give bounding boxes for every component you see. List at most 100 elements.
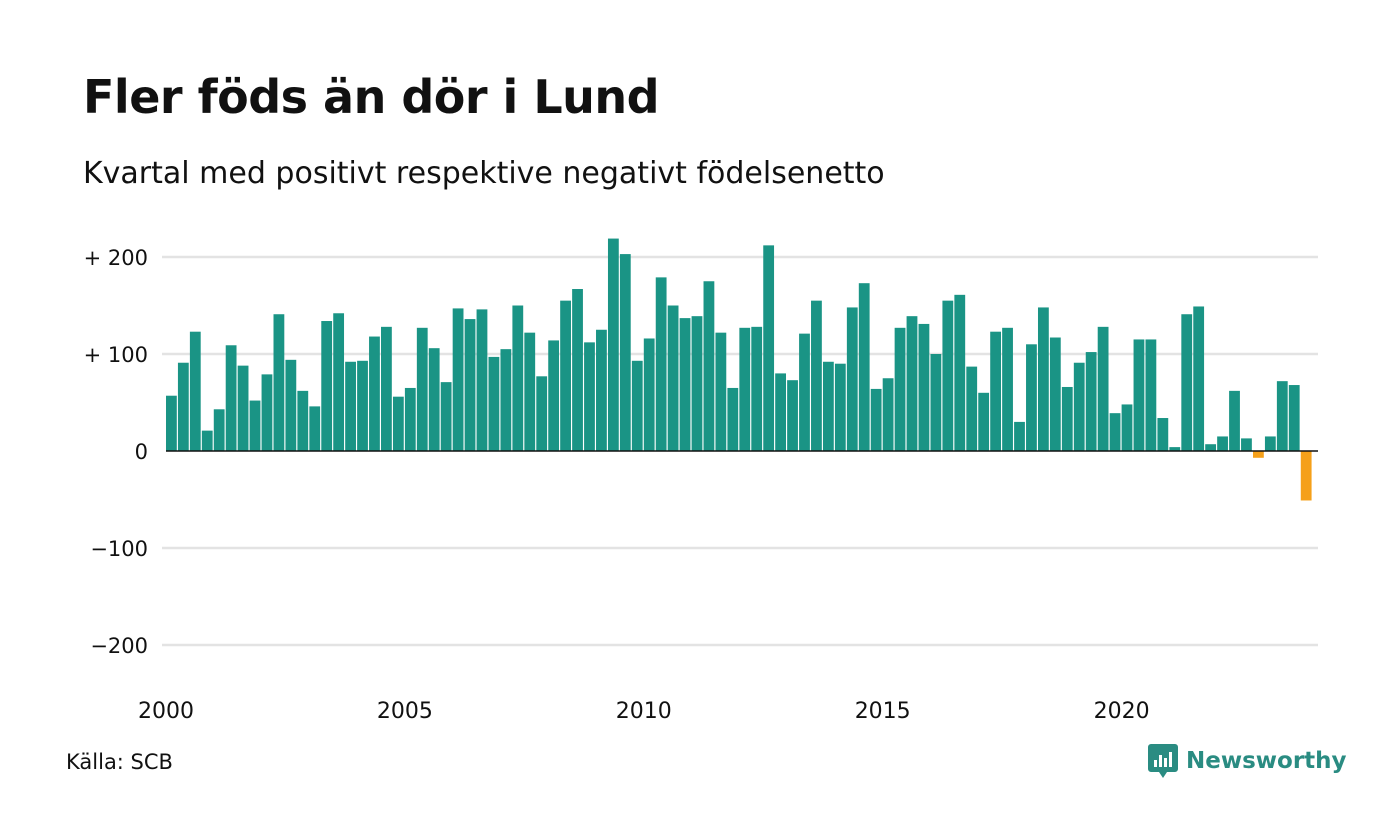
bar: [273, 314, 285, 451]
bar: [930, 354, 942, 451]
bar: [954, 294, 966, 451]
x-tick-label: 2000: [138, 699, 194, 724]
bar: [1121, 404, 1133, 451]
bar: [584, 342, 595, 451]
bar: [739, 327, 751, 451]
bar: [1109, 413, 1121, 451]
bar: [309, 406, 321, 451]
bar: [333, 313, 345, 451]
bar: [1085, 352, 1097, 451]
x-tick-label: 2010: [616, 699, 672, 724]
bar: [894, 327, 906, 451]
bar: [1133, 339, 1145, 451]
brand-name: Newsworthy: [1186, 748, 1347, 774]
bar: [1300, 451, 1312, 501]
bar: [548, 340, 560, 451]
bar: [1026, 344, 1037, 451]
bar: [452, 308, 464, 451]
newsworthy-logo-icon: [1148, 744, 1178, 778]
chart-title: Fler föds än dör i Lund: [83, 70, 660, 124]
bar: [846, 307, 858, 451]
bar: [691, 316, 703, 451]
x-axis-labels: 2000 2005 2010 2015 2020: [138, 699, 1150, 724]
bar: [906, 316, 918, 451]
bar: [822, 361, 834, 451]
bar: [392, 396, 404, 451]
bar: [990, 331, 1002, 451]
y-tick-label: −100: [90, 537, 148, 561]
bar: [1205, 444, 1217, 451]
bar: [1193, 306, 1205, 451]
bar: [679, 318, 691, 451]
bar: [1241, 438, 1252, 451]
bar: [1014, 421, 1025, 451]
bar: [607, 238, 619, 451]
bar: [1276, 381, 1288, 451]
bar: [1073, 362, 1085, 451]
x-tick-label: 2005: [377, 699, 433, 724]
bar: [799, 333, 810, 451]
bar: [297, 390, 309, 451]
bar: [1217, 436, 1228, 451]
bar: [1264, 436, 1276, 451]
bar: [213, 409, 225, 451]
bar: [1169, 447, 1181, 451]
bar: [166, 395, 177, 451]
bar: [834, 363, 846, 451]
bar: [189, 331, 201, 451]
bar: [1097, 326, 1109, 451]
bar: [715, 332, 727, 451]
x-tick-label: 2020: [1094, 699, 1150, 724]
bar: [369, 336, 380, 451]
bar: [619, 254, 631, 451]
brand: Newsworthy: [1148, 744, 1347, 778]
bar: [404, 387, 416, 451]
bar: [966, 366, 978, 451]
y-tick-label: −200: [90, 634, 148, 658]
bar: [858, 283, 870, 451]
bar: [1037, 307, 1049, 451]
y-tick-label: 0: [135, 440, 148, 464]
bar: [775, 373, 786, 451]
bar: [345, 361, 356, 451]
bar: [357, 360, 368, 451]
bar: [488, 356, 500, 451]
bar: [751, 326, 763, 451]
bar: [655, 277, 667, 451]
bar-chart: + 200 + 100 0 −100 −200 2000 2005 2010 2015 2020: [84, 238, 1318, 724]
bar: [727, 387, 739, 451]
bar: [811, 300, 822, 451]
bar: [428, 348, 440, 451]
bar: [787, 380, 798, 451]
grid-lines: [162, 255, 1318, 647]
bar: [416, 327, 428, 451]
bar: [249, 400, 261, 451]
bar: [870, 388, 882, 451]
bar: [201, 430, 213, 451]
bar: [703, 281, 715, 451]
bar: [225, 345, 237, 451]
bar: [1229, 390, 1240, 451]
bar: [1288, 385, 1300, 451]
bar: [1253, 451, 1264, 458]
y-axis-labels: + 200 + 100 0 −100 −200: [84, 246, 148, 658]
bar: [381, 326, 392, 451]
bar: [237, 365, 249, 451]
bar: [882, 378, 894, 451]
bar: [643, 338, 655, 451]
bar: [177, 362, 189, 451]
bar: [1157, 418, 1169, 451]
bar: [500, 349, 512, 451]
y-tick-label: + 200: [84, 246, 148, 270]
bar: [667, 305, 679, 451]
bar: [942, 300, 954, 451]
bar: [763, 245, 775, 451]
bar: [1061, 386, 1073, 451]
bar: [1181, 314, 1193, 451]
chart-subtitle: Kvartal med positivt respektive negativt…: [83, 156, 885, 191]
source-note: Källa: SCB: [66, 750, 173, 774]
bar: [978, 392, 990, 451]
bar: [1049, 337, 1061, 451]
bar: [560, 300, 571, 451]
bar: [572, 289, 583, 451]
